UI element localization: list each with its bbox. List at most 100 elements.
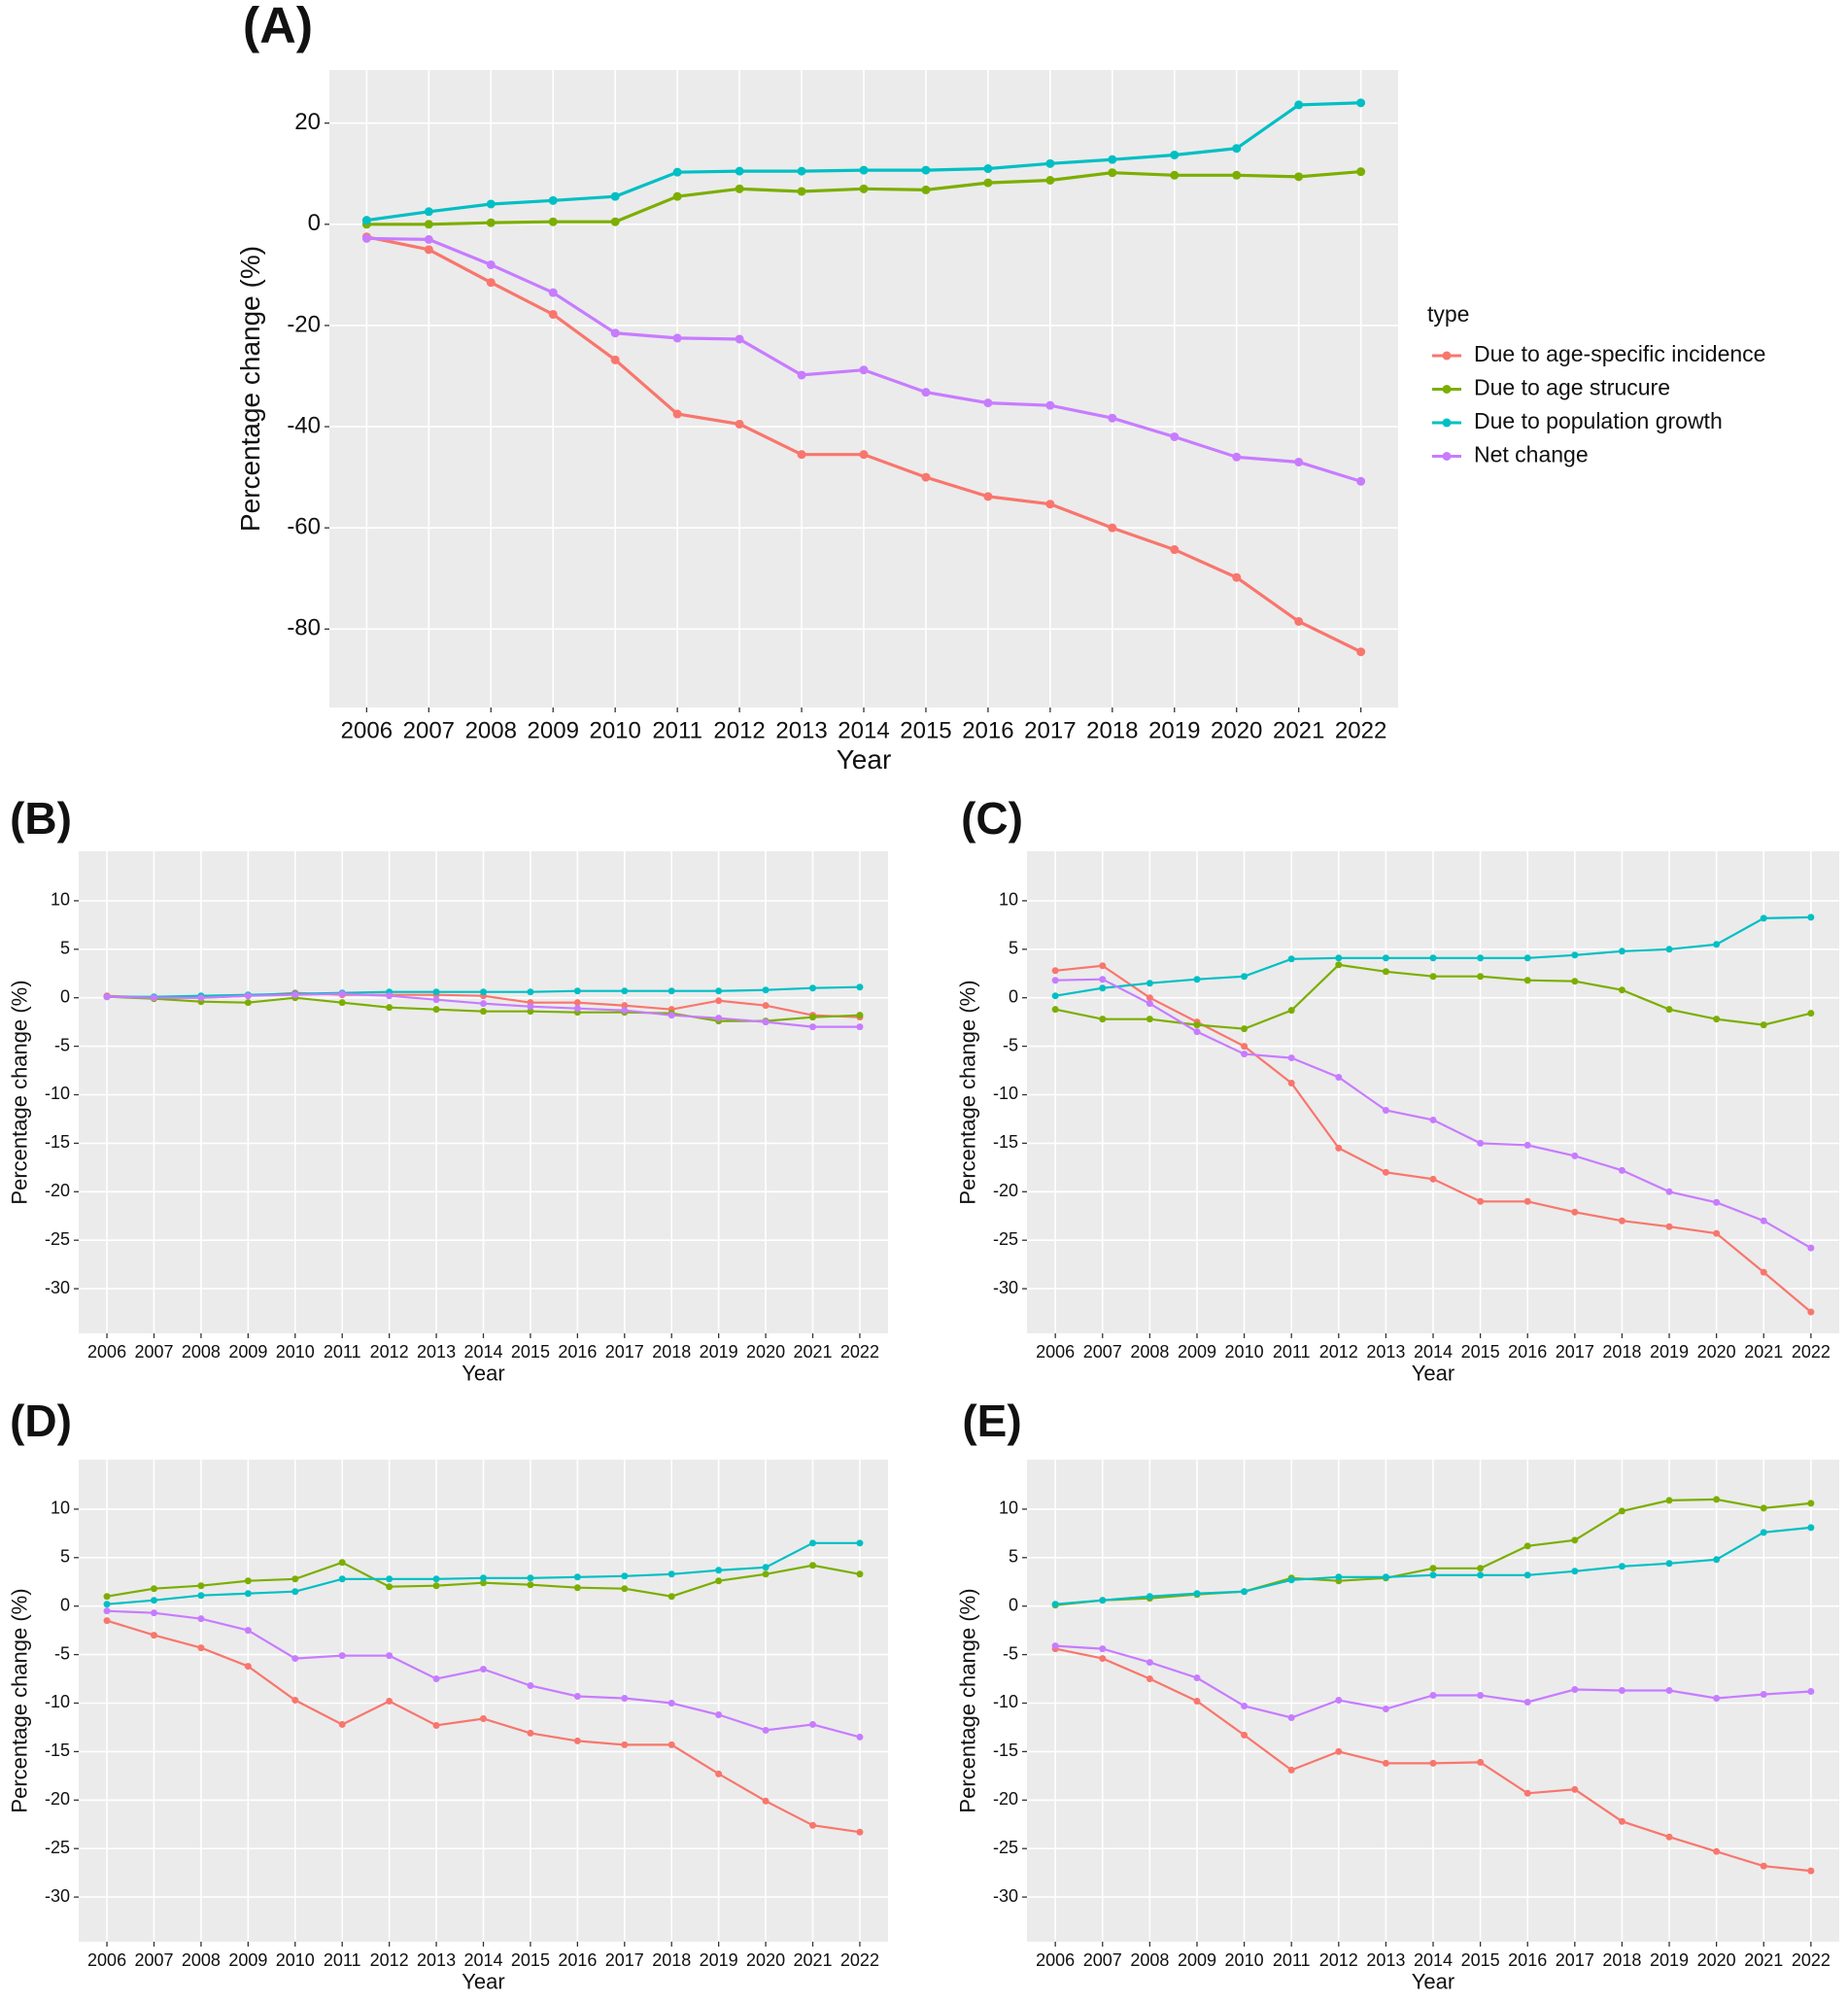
data-point [1477,973,1485,981]
data-point [1108,413,1117,423]
x-tick-label: 2013 [1366,1950,1405,1970]
y-tick-label: 0 [1009,1595,1018,1614]
data-point [1232,170,1242,180]
x-tick-label: 2009 [1178,1342,1216,1362]
data-point [386,1583,394,1591]
y-tick-label: 5 [60,1547,70,1567]
data-point [1193,1028,1201,1036]
data-point [1241,1731,1249,1739]
data-point [244,1663,252,1671]
data-point [424,234,433,244]
y-axis-title: Percentage change (%) [7,1588,31,1812]
x-tick-label: 2020 [1697,1342,1736,1362]
x-tick-label: 2010 [276,1342,315,1362]
data-point [621,1002,629,1010]
y-tick-label: -30 [45,1886,70,1906]
data-point [291,1697,299,1705]
data-point [983,164,993,174]
data-point [1807,1688,1815,1696]
data-point [667,987,675,995]
data-point [197,1582,205,1590]
data-point [1170,170,1180,180]
data-point [1477,1139,1485,1147]
x-tick-label: 2009 [1178,1950,1216,1970]
x-tick-label: 2015 [511,1342,550,1362]
x-tick-label: 2010 [276,1950,315,1970]
data-point [1051,1642,1059,1650]
data-point [667,1593,675,1601]
data-point [621,1572,629,1580]
data-point [1356,647,1366,657]
data-point [1665,1833,1673,1841]
data-point [1382,954,1389,962]
data-point [1170,431,1180,441]
data-point [715,1770,723,1777]
data-point [527,1574,534,1582]
data-point [1146,994,1153,1002]
data-point [291,1575,299,1583]
y-axis-title: Percentage change (%) [235,246,265,532]
data-point [1618,1563,1626,1570]
data-point [809,1562,817,1569]
data-point [480,1579,487,1587]
data-point [1108,155,1117,164]
data-point [103,1607,111,1615]
x-tick-label: 2016 [962,718,1013,744]
data-point [1294,457,1304,466]
y-tick-label: -10 [45,1084,70,1103]
x-tick-label: 2012 [713,718,765,744]
data-point [1294,100,1304,110]
y-tick-label: 0 [308,210,321,236]
data-point [1287,955,1295,963]
data-point [1232,452,1242,462]
data-point [1356,476,1366,486]
x-tick-label: 2013 [417,1342,456,1362]
y-tick-label: -30 [993,1886,1018,1906]
data-point [527,1581,534,1589]
data-point [1241,1043,1249,1051]
y-axis-title: Percentage change (%) [7,980,31,1204]
y-tick-label: -60 [287,514,321,540]
data-point [1382,1705,1389,1712]
legend-title: type [1427,301,1469,327]
data-point [244,1627,252,1635]
panel-label: (A) [243,0,313,54]
data-point [715,1710,723,1718]
x-tick-label: 2014 [1414,1950,1453,1970]
data-point [1477,1565,1485,1572]
data-point [1760,1529,1767,1536]
data-point [1382,1168,1389,1176]
data-point [361,233,371,243]
x-tick-label: 2015 [1461,1342,1500,1362]
data-point [735,334,744,344]
data-point [610,355,620,364]
y-tick-label: -5 [1003,1643,1018,1663]
x-tick-label: 2013 [775,718,827,744]
data-point [1294,172,1304,182]
data-point [1099,1655,1107,1663]
data-point [1571,951,1579,959]
y-tick-label: -15 [993,1132,1018,1152]
legend-key-point [1442,385,1452,394]
data-point [1665,946,1673,953]
data-point [1760,1217,1767,1224]
x-tick-label: 2009 [528,718,579,744]
x-tick-label: 2021 [793,1950,832,1970]
y-axis-title: Percentage change (%) [955,1588,979,1812]
y-tick-label: -10 [993,1084,1018,1103]
x-tick-label: 2017 [1556,1342,1594,1362]
data-point [1477,1692,1485,1700]
data-point [548,195,558,205]
x-tick-label: 2014 [838,718,889,744]
data-point [667,1570,675,1578]
data-point [150,1609,157,1617]
data-point [1045,500,1055,509]
data-point [809,1023,817,1031]
y-tick-label: -30 [993,1278,1018,1297]
data-point [1665,1188,1673,1195]
data-point [1523,977,1531,984]
data-point [1051,992,1059,1000]
data-point [338,990,346,998]
x-tick-label: 2018 [1602,1342,1641,1362]
panel-label: (B) [10,793,72,844]
